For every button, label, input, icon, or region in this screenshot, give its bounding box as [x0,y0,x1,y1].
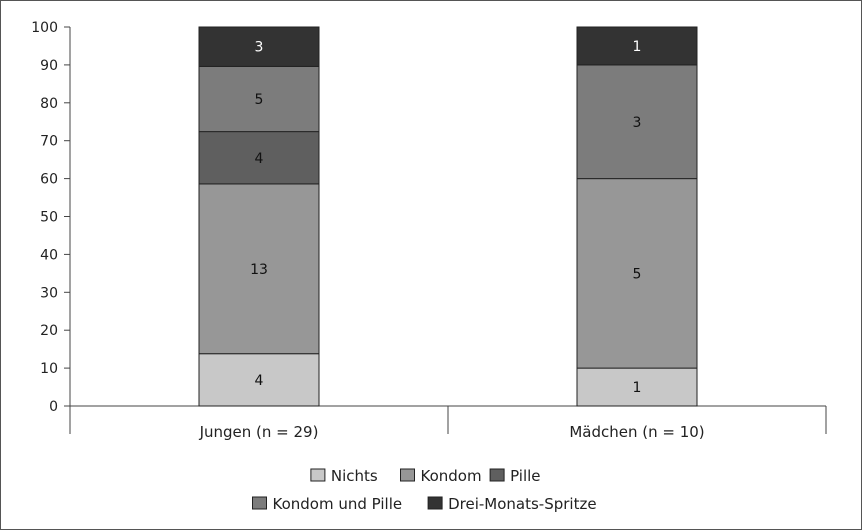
bar-label-2-5: 1 [633,39,642,55]
legend-label-2: Kondom [421,467,482,485]
x-category-label-2: Mädchen (n = 10) [569,423,704,441]
legend-swatch-3 [489,468,505,482]
bar-segment-1-1 [198,353,320,407]
bar-segment-2-4 [576,64,698,180]
bar-segment-2-2 [576,178,698,369]
bar-label-1-3: 4 [255,151,264,167]
y-tick-label-40: 40 [40,247,58,263]
bar-segment-2-5 [576,26,698,66]
bar-label-2-1: 1 [633,380,642,396]
y-tick-label-60: 60 [40,172,58,188]
y-tick-label-70: 70 [40,134,58,150]
bar-label-2-2: 5 [633,266,642,282]
y-tick-label-20: 20 [40,323,58,339]
bar-segment-2-1 [576,367,698,407]
y-tick-label-100: 100 [31,20,58,36]
y-tick-label-10: 10 [40,361,58,377]
legend-label-4: Kondom und Pille [273,495,403,513]
legend-swatch-1 [310,468,326,482]
x-category-label-1: Jungen (n = 29) [199,423,319,441]
bar-segment-1-3 [198,131,320,185]
bar-segment-1-2 [198,183,320,355]
bar-label-1-4: 5 [255,92,264,108]
bar-label-1-2: 13 [250,262,268,278]
bar-segment-1-5 [198,26,320,67]
y-tick-label-90: 90 [40,58,58,74]
legend-swatch-4 [252,496,267,510]
legend-label-3: Pille [510,467,540,485]
y-tick-label-0: 0 [49,399,58,415]
legend-label-1: Nichts [331,467,378,485]
bar-label-1-1: 4 [255,373,264,389]
y-tick-label-50: 50 [40,210,58,226]
y-tick-label-80: 80 [40,96,58,112]
legend-swatch-5 [427,496,443,510]
bar-label-1-5: 3 [255,40,264,56]
legend-swatch-2 [400,468,415,482]
bar-label-2-4: 3 [633,115,642,131]
y-tick-label-30: 30 [40,285,58,301]
bar-segment-1-4 [198,65,320,133]
legend-label-5: Drei-Monats-Spritze [448,495,596,513]
